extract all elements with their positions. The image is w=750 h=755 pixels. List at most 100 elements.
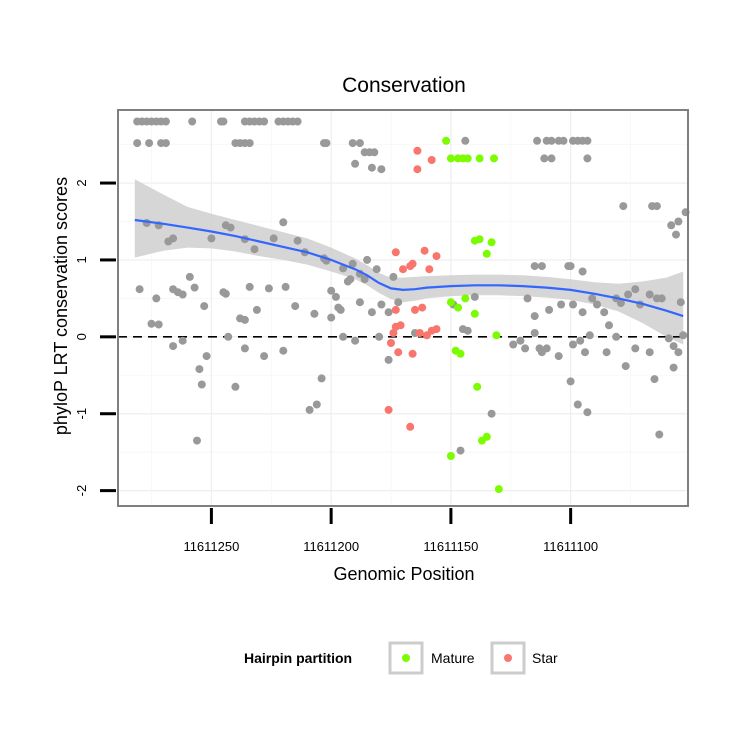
- data-point-star: [384, 405, 393, 414]
- data-point-other: [145, 139, 154, 148]
- data-point-star: [406, 422, 415, 431]
- legend-label: Mature: [431, 650, 475, 666]
- legend: Hairpin partition Mature Star: [244, 641, 558, 675]
- data-point-mature: [461, 294, 470, 303]
- data-point-other: [530, 262, 539, 271]
- data-point-other: [576, 336, 585, 345]
- data-point-mature: [492, 331, 501, 340]
- data-point-other: [133, 139, 142, 148]
- data-point-mature: [494, 485, 503, 494]
- legend-entries: Mature Star: [388, 641, 558, 675]
- data-point-other: [240, 344, 249, 353]
- data-point-other: [193, 436, 201, 445]
- data-point-other: [363, 255, 372, 264]
- data-point-other: [202, 352, 211, 361]
- legend-entry-mature: Mature: [388, 641, 475, 675]
- data-point-mature: [490, 154, 498, 163]
- data-point-other: [161, 139, 170, 148]
- data-point-other: [645, 290, 654, 299]
- data-point-other: [339, 332, 348, 341]
- data-point-other: [569, 340, 577, 349]
- data-point-other: [224, 332, 233, 341]
- data-point-mature: [446, 452, 455, 460]
- data-point-other: [348, 259, 357, 268]
- data-point-other: [624, 290, 633, 299]
- data-point-other: [655, 430, 664, 439]
- data-point-other: [351, 336, 360, 345]
- data-point-other: [547, 154, 556, 163]
- data-point-other: [322, 139, 331, 148]
- data-point-other: [250, 245, 259, 254]
- data-point-other: [657, 294, 666, 303]
- x-axis-label: Genomic Position: [333, 564, 474, 584]
- x-tick-label: 11611200: [303, 539, 359, 554]
- data-point-other: [327, 313, 336, 322]
- data-point-other: [461, 136, 470, 145]
- data-point-other: [264, 284, 273, 293]
- legend-key-box: [490, 641, 526, 675]
- data-point-other: [197, 380, 206, 389]
- smooth-trend-line: [134, 218, 684, 318]
- data-point-other: [674, 217, 683, 226]
- data-point-other: [581, 348, 589, 357]
- data-point-star: [413, 165, 422, 174]
- data-point-other: [667, 221, 676, 230]
- data-point-mature: [475, 235, 484, 244]
- data-point-other: [135, 285, 144, 294]
- data-point-other: [355, 298, 364, 307]
- data-point-other: [367, 163, 376, 172]
- legend-key-point: [402, 654, 410, 662]
- data-point-mature: [463, 154, 472, 163]
- data-point-other: [566, 377, 575, 386]
- data-point-other: [291, 302, 300, 311]
- data-point-other: [281, 282, 290, 291]
- data-point-other: [269, 234, 278, 243]
- data-point-star: [418, 303, 427, 312]
- data-point-other: [195, 365, 204, 374]
- data-point-other: [672, 230, 680, 239]
- data-point-other: [394, 298, 403, 307]
- data-point-other: [463, 326, 472, 335]
- data-point-other: [164, 237, 173, 246]
- data-point-other: [509, 340, 518, 349]
- data-point-mature: [487, 238, 496, 247]
- data-point-star: [420, 246, 429, 255]
- data-point-other: [310, 309, 319, 318]
- data-point-other: [593, 300, 601, 309]
- y-axis: -2 -1 0 1 2: [74, 179, 116, 496]
- data-point-other: [279, 218, 288, 227]
- data-point-other: [578, 308, 587, 317]
- y-tick-label: -1: [74, 408, 89, 420]
- data-point-other: [360, 275, 369, 284]
- data-point-other: [547, 136, 556, 145]
- data-point-other: [312, 400, 321, 409]
- data-point-mature: [446, 154, 455, 163]
- data-point-other: [252, 305, 261, 314]
- data-point-other: [669, 342, 678, 351]
- data-point-other: [456, 446, 465, 455]
- data-point-other: [674, 348, 683, 357]
- data-point-other: [188, 117, 197, 126]
- data-point-other: [679, 331, 688, 340]
- data-point-other: [178, 290, 187, 299]
- data-point-star: [389, 329, 398, 337]
- data-point-other: [293, 236, 302, 245]
- y-tick-label: -2: [74, 485, 89, 497]
- data-point-other: [240, 315, 249, 324]
- data-point-other: [583, 154, 592, 163]
- points-layer: [133, 117, 690, 494]
- data-point-other: [540, 154, 549, 163]
- series-other: [133, 117, 690, 455]
- data-point-other: [602, 348, 611, 357]
- data-point-star: [408, 259, 417, 268]
- data-point-other: [487, 409, 496, 418]
- data-point-other: [219, 117, 228, 126]
- data-point-other: [523, 294, 532, 303]
- data-point-other: [559, 136, 568, 145]
- chart-title: Conservation: [342, 74, 466, 97]
- data-point-other: [260, 352, 269, 361]
- data-point-mature: [482, 249, 491, 258]
- plot-border: [117, 109, 689, 507]
- data-point-other: [569, 300, 577, 309]
- data-point-other: [372, 265, 381, 274]
